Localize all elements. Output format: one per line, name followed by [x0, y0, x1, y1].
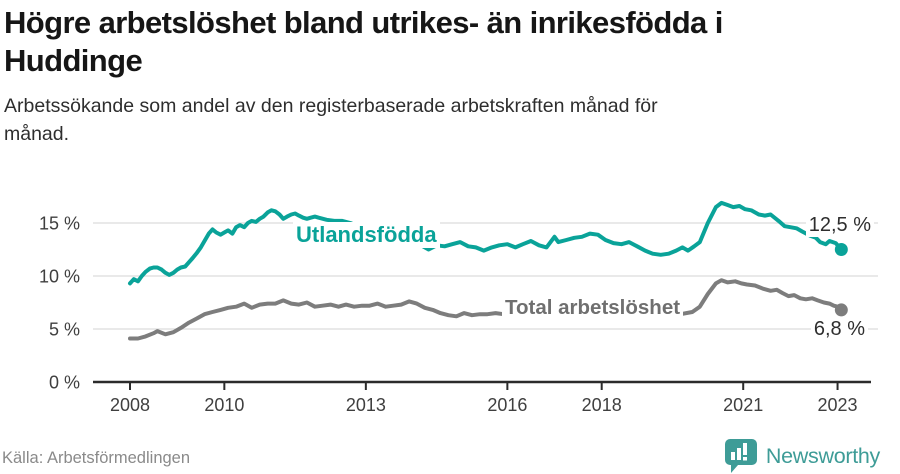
series-end-dot-1	[834, 303, 848, 317]
series-end-dot-0	[834, 243, 848, 256]
newsworthy-logo-icon	[724, 439, 757, 473]
y-tick-label-5: 5 %	[49, 320, 80, 340]
logo-bar-2	[736, 448, 741, 460]
title-line-1: Högre arbetslöshet bland utrikes- än inr…	[4, 5, 723, 40]
logo-bar-1	[730, 452, 735, 460]
x-tick-label-2008: 2008	[110, 395, 150, 415]
y-tick-label-15: 15 %	[39, 214, 80, 234]
x-tick-label-2016: 2016	[487, 395, 527, 415]
logo-exclamation-dot	[742, 457, 747, 461]
chart-subtitle: Arbetssökande som andel av den registerb…	[4, 92, 864, 148]
series-line-1	[128, 278, 844, 341]
series-line-0	[128, 200, 844, 286]
x-tick-label-2013: 2013	[346, 395, 386, 415]
page-title: Högre arbetslöshet bland utrikes- än inr…	[4, 4, 894, 80]
logo-exclamation-bar	[742, 443, 747, 455]
y-tick-label-0: 0 %	[49, 373, 80, 393]
x-tick-label-2010: 2010	[204, 395, 244, 415]
end-value-label-utlandsfodda: 12,5 %	[805, 214, 874, 237]
newsworthy-logo: Newsworthy	[724, 438, 880, 474]
y-tick-label-10: 10 %	[39, 267, 80, 287]
end-value-label-total: 6,8 %	[810, 318, 868, 341]
series-label-utlandsfodda: Utlandsfödda	[293, 222, 440, 248]
series-label-total-arbetsloshet: Total arbetslöshet	[502, 296, 684, 320]
x-tick-label-2021: 2021	[723, 395, 763, 415]
source-attribution: Källa: Arbetsförmedlingen	[2, 449, 191, 467]
newsworthy-logo-text: Newsworthy	[765, 443, 880, 468]
subtitle-line-1: Arbetssökande som andel av den registerb…	[4, 95, 658, 117]
subtitle-line-2: månad.	[4, 123, 70, 145]
title-line-2: Huddinge	[4, 43, 143, 78]
x-tick-label-2023: 2023	[818, 395, 858, 415]
x-tick-label-2018: 2018	[582, 395, 622, 415]
